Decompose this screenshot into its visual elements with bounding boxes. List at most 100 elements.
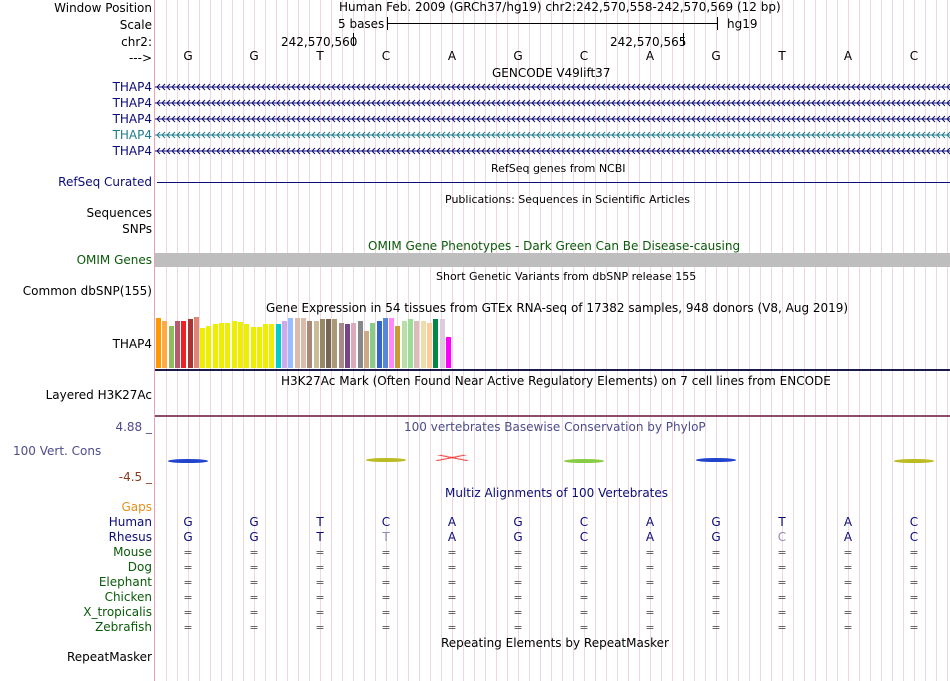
strand-arrow — [771, 83, 776, 91]
strand-arrow — [526, 115, 531, 123]
gtex-tissue-bar[interactable] — [345, 324, 350, 368]
gencode-track-label[interactable]: THAP4 — [112, 144, 152, 158]
gtex-tissue-bar[interactable] — [445, 336, 451, 368]
gtex-tissue-bar[interactable] — [351, 323, 357, 368]
strand-arrow — [426, 147, 431, 155]
gtex-tissue-bar[interactable] — [250, 327, 256, 368]
gencode-transcript-feature[interactable] — [155, 82, 950, 92]
strand-arrow — [336, 147, 341, 155]
gtex-tissue-bar[interactable] — [174, 320, 180, 368]
gtex-tissue-bar[interactable] — [338, 323, 344, 368]
alignment-base: C — [579, 515, 589, 529]
gtex-tissue-bar[interactable] — [288, 318, 294, 368]
gtex-tissue-bar[interactable] — [426, 323, 432, 368]
gtex-tissue-bar[interactable] — [363, 330, 369, 368]
gtex-thap4-label[interactable]: THAP4 — [112, 337, 152, 351]
track-data-area[interactable]: Human Feb. 2009 (GRCh37/hg19) chr2:242,5… — [155, 0, 950, 681]
species-label[interactable]: X_tropicalis — [83, 605, 152, 619]
repeatmasker-label[interactable]: RepeatMasker — [66, 650, 152, 664]
gtex-tissue-bar[interactable] — [187, 319, 193, 368]
sequences-label[interactable]: Sequences — [86, 206, 152, 220]
gtex-tissue-bar[interactable] — [401, 320, 407, 368]
gtex-tissue-bar[interactable] — [370, 323, 376, 368]
gtex-tissue-bar[interactable] — [200, 328, 206, 368]
gtex-tissue-bar[interactable] — [319, 319, 325, 368]
gtex-tissue-bar[interactable] — [269, 324, 275, 368]
gencode-track-label[interactable]: THAP4 — [112, 80, 152, 94]
gtex-tissue-bar[interactable] — [219, 323, 224, 368]
gtex-tissue-bar[interactable] — [439, 319, 445, 368]
strand-arrow — [316, 131, 321, 139]
strand-arrow — [741, 147, 746, 155]
gtex-tissue-bar[interactable] — [433, 319, 439, 368]
common-dbsnp-label[interactable]: Common dbSNP(155) — [22, 284, 152, 298]
refseq-curated-feature[interactable] — [157, 182, 950, 183]
gencode-track-label[interactable]: THAP4 — [112, 112, 152, 126]
gencode-track-label[interactable]: THAP4 — [112, 128, 152, 142]
gtex-tissue-bar[interactable] — [307, 320, 313, 368]
strand-arrow — [801, 99, 806, 107]
gtex-tissue-bar[interactable] — [168, 326, 174, 368]
strand-arrow — [331, 131, 336, 139]
species-label[interactable]: Elephant — [98, 575, 152, 589]
omim-gene-feature[interactable] — [155, 253, 950, 267]
gtex-tissue-bar[interactable] — [326, 319, 332, 368]
gtex-tissue-bar[interactable] — [256, 327, 262, 368]
gencode-transcript-feature[interactable] — [155, 146, 950, 156]
gtex-tissue-bar[interactable] — [420, 320, 426, 368]
gencode-transcript-feature[interactable] — [155, 98, 950, 108]
strand-arrow — [486, 99, 491, 107]
species-label[interactable]: Chicken — [104, 590, 152, 604]
gtex-tissue-bar[interactable] — [156, 318, 161, 368]
phylop-track-label[interactable]: 100 Vert. Cons — [13, 444, 102, 458]
gtex-tissue-bar[interactable] — [300, 318, 306, 368]
gtex-bar-chart[interactable] — [156, 317, 556, 368]
phylop-base-logo — [894, 459, 934, 463]
gtex-tissue-bar[interactable] — [162, 320, 168, 368]
strand-arrow — [541, 115, 546, 123]
gtex-tissue-bar[interactable] — [231, 320, 237, 368]
species-label[interactable]: Mouse — [113, 545, 152, 559]
strand-arrow — [271, 147, 276, 155]
refseq-curated-label[interactable]: RefSeq Curated — [58, 175, 152, 189]
gtex-tissue-bar[interactable] — [237, 322, 243, 368]
gtex-tissue-bar[interactable] — [395, 326, 401, 368]
snps-label[interactable]: SNPs — [122, 222, 152, 236]
strand-arrow — [596, 99, 601, 107]
strand-arrow — [426, 131, 431, 139]
gencode-transcript-feature[interactable] — [155, 130, 950, 140]
gtex-tissue-bar[interactable] — [389, 318, 395, 368]
gtex-tissue-bar[interactable] — [275, 324, 281, 368]
species-label[interactable]: Dog — [127, 560, 152, 574]
strand-arrow — [551, 83, 556, 91]
gtex-tissue-bar[interactable] — [294, 318, 300, 368]
strand-arrow — [516, 83, 521, 91]
species-label[interactable]: Rhesus — [108, 530, 152, 544]
strand-arrow — [871, 115, 876, 123]
gtex-tissue-bar[interactable] — [382, 318, 388, 368]
species-label[interactable]: Zebrafish — [95, 620, 152, 634]
gtex-tissue-bar[interactable] — [408, 319, 413, 368]
gtex-tissue-bar[interactable] — [357, 320, 363, 368]
gtex-tissue-bar[interactable] — [244, 324, 250, 368]
gtex-tissue-bar[interactable] — [263, 324, 269, 368]
gtex-tissue-bar[interactable] — [212, 324, 218, 368]
gtex-tissue-bar[interactable] — [313, 320, 319, 368]
gtex-tissue-bar[interactable] — [193, 317, 199, 368]
layered-h3k27ac-label[interactable]: Layered H3K27Ac — [45, 388, 152, 402]
guide-line — [639, 0, 640, 681]
strand-arrow — [476, 83, 481, 91]
gtex-tissue-bar[interactable] — [181, 320, 187, 368]
gtex-tissue-bar[interactable] — [206, 326, 212, 368]
gtex-tissue-bar[interactable] — [414, 320, 420, 368]
omim-genes-label[interactable]: OMIM Genes — [76, 253, 152, 267]
gtex-tissue-bar[interactable] — [225, 323, 231, 368]
species-label[interactable]: Human — [108, 515, 152, 529]
strand-arrow — [801, 115, 806, 123]
strand-arrow — [256, 131, 261, 139]
gencode-transcript-feature[interactable] — [155, 114, 950, 124]
gtex-tissue-bar[interactable] — [332, 319, 338, 368]
gencode-track-label[interactable]: THAP4 — [112, 96, 152, 110]
gtex-tissue-bar[interactable] — [376, 320, 382, 368]
gtex-tissue-bar[interactable] — [282, 320, 287, 368]
